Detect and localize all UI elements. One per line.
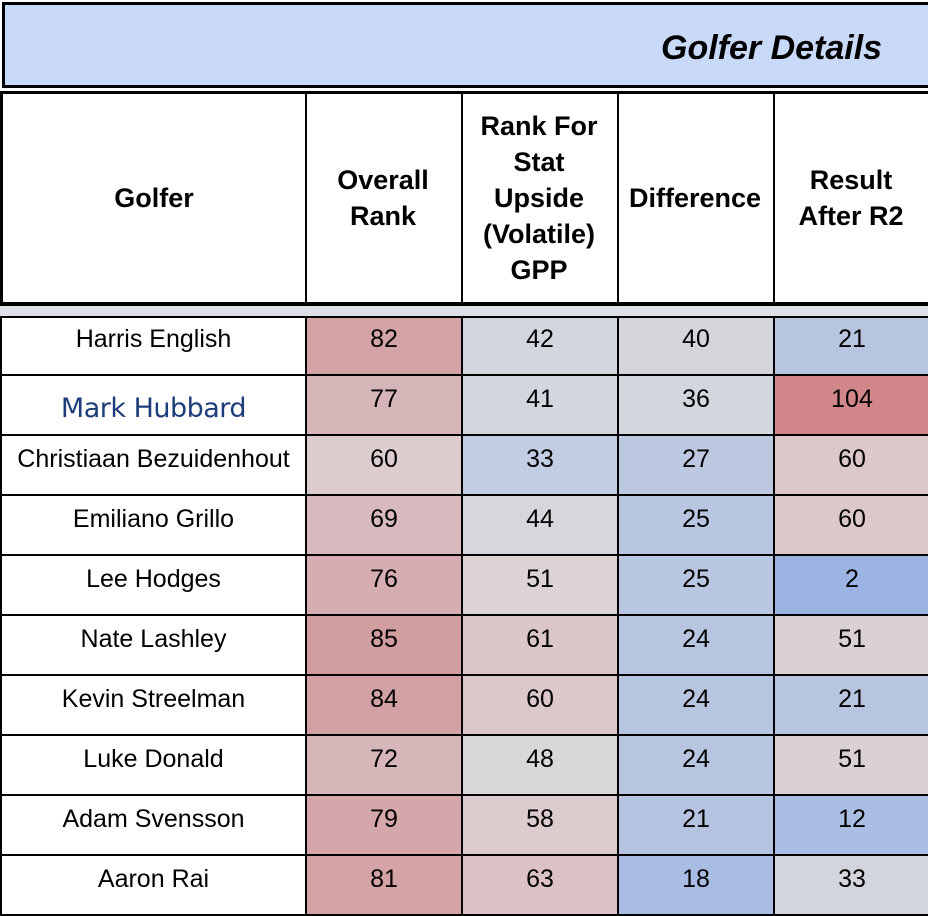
golfer-cell: Emiliano Grillo (0, 496, 305, 556)
rank-stat-cell: 60 (461, 676, 617, 736)
overall-rank-cell: 79 (305, 796, 461, 856)
overall-rank-cell: 69 (305, 496, 461, 556)
rank-stat-cell: 42 (461, 316, 617, 376)
table-body: Harris English 82 42 40 21 Mark Hubbard 77 41 36… (0, 316, 928, 916)
header-gap (0, 306, 928, 316)
golfer-cell: Aaron Rai (0, 856, 305, 916)
difference-cell: 24 (617, 736, 773, 796)
table-row: Nate Lashley 85 61 24 51 (0, 616, 928, 676)
result-cell: 21 (773, 316, 928, 376)
rank-stat-cell: 61 (461, 616, 617, 676)
table-row: Kevin Streelman 84 60 24 21 (0, 676, 928, 736)
row-divider (0, 914, 928, 916)
result-cell: 60 (773, 496, 928, 556)
result-cell: 60 (773, 436, 928, 496)
overall-rank-cell: 76 (305, 556, 461, 616)
overall-rank-cell: 85 (305, 616, 461, 676)
result-cell: 21 (773, 676, 928, 736)
overall-rank-cell: 84 (305, 676, 461, 736)
row-divider (0, 614, 928, 616)
difference-cell: 27 (617, 436, 773, 496)
difference-cell: 24 (617, 616, 773, 676)
row-divider (0, 674, 928, 676)
rank-stat-cell: 51 (461, 556, 617, 616)
result-cell: 104 (773, 376, 928, 436)
table-row: Luke Donald 72 48 24 51 (0, 736, 928, 796)
title-bar: Golfer Details (2, 2, 928, 88)
header-divider (461, 94, 463, 302)
header-golfer: Golfer (114, 183, 194, 213)
row-divider (0, 854, 928, 856)
overall-rank-cell: 77 (305, 376, 461, 436)
overall-rank-cell: 81 (305, 856, 461, 916)
table-row: Adam Svensson 79 58 21 12 (0, 796, 928, 856)
difference-cell: 36 (617, 376, 773, 436)
result-cell: 51 (773, 736, 928, 796)
header-divider (617, 94, 619, 302)
overall-rank-cell: 82 (305, 316, 461, 376)
header-difference: Difference (628, 183, 762, 213)
result-cell: 12 (773, 796, 928, 856)
table-row: Harris English 82 42 40 21 (0, 316, 928, 376)
golfer-cell: Adam Svensson (0, 796, 305, 856)
golfer-cell: Christiaan Bezuidenhout (0, 436, 305, 496)
row-divider (0, 794, 928, 796)
table-row: Emiliano Grillo 69 44 25 60 (0, 496, 928, 556)
difference-cell: 18 (617, 856, 773, 916)
rank-stat-cell: 33 (461, 436, 617, 496)
golfer-cell: Nate Lashley (0, 616, 305, 676)
overall-rank-cell: 72 (305, 736, 461, 796)
difference-cell: 24 (617, 676, 773, 736)
row-divider (0, 734, 928, 736)
rank-stat-cell: 63 (461, 856, 617, 916)
table-title: Golfer Details (661, 29, 883, 67)
row-divider (0, 316, 928, 318)
header-divider (773, 94, 775, 302)
golfer-cell: Luke Donald (0, 736, 305, 796)
difference-cell: 21 (617, 796, 773, 856)
rank-stat-cell: 58 (461, 796, 617, 856)
header-result: Result After R2 (798, 165, 904, 231)
overall-rank-cell: 60 (305, 436, 461, 496)
result-cell: 33 (773, 856, 928, 916)
header-row: Golfer Overall Rank Rank For Stat Upside… (0, 91, 928, 306)
result-cell: 2 (773, 556, 928, 616)
rank-stat-cell: 41 (461, 376, 617, 436)
rank-stat-cell: 48 (461, 736, 617, 796)
table-row: Lee Hodges 76 51 25 2 (0, 556, 928, 616)
header-rank-stat: Rank For Stat Upside (Volatile) GPP (480, 111, 598, 285)
difference-cell: 25 (617, 556, 773, 616)
header-overall-rank: Overall Rank (337, 165, 429, 231)
golfer-cell: Kevin Streelman (0, 676, 305, 736)
difference-cell: 40 (617, 316, 773, 376)
difference-cell: 25 (617, 496, 773, 556)
table-row: Aaron Rai 81 63 18 33 (0, 856, 928, 916)
row-divider (0, 554, 928, 556)
row-divider (0, 434, 928, 436)
header-divider (305, 94, 307, 302)
row-divider (0, 494, 928, 496)
table-row: Mark Hubbard 77 41 36 104 (0, 376, 928, 436)
rank-stat-cell: 44 (461, 496, 617, 556)
golfer-cell: Mark Hubbard (0, 376, 305, 436)
row-divider (0, 374, 928, 376)
table-row: Christiaan Bezuidenhout 60 33 27 60 (0, 436, 928, 496)
golfer-cell: Lee Hodges (0, 556, 305, 616)
result-cell: 51 (773, 616, 928, 676)
golfer-cell: Harris English (0, 316, 305, 376)
